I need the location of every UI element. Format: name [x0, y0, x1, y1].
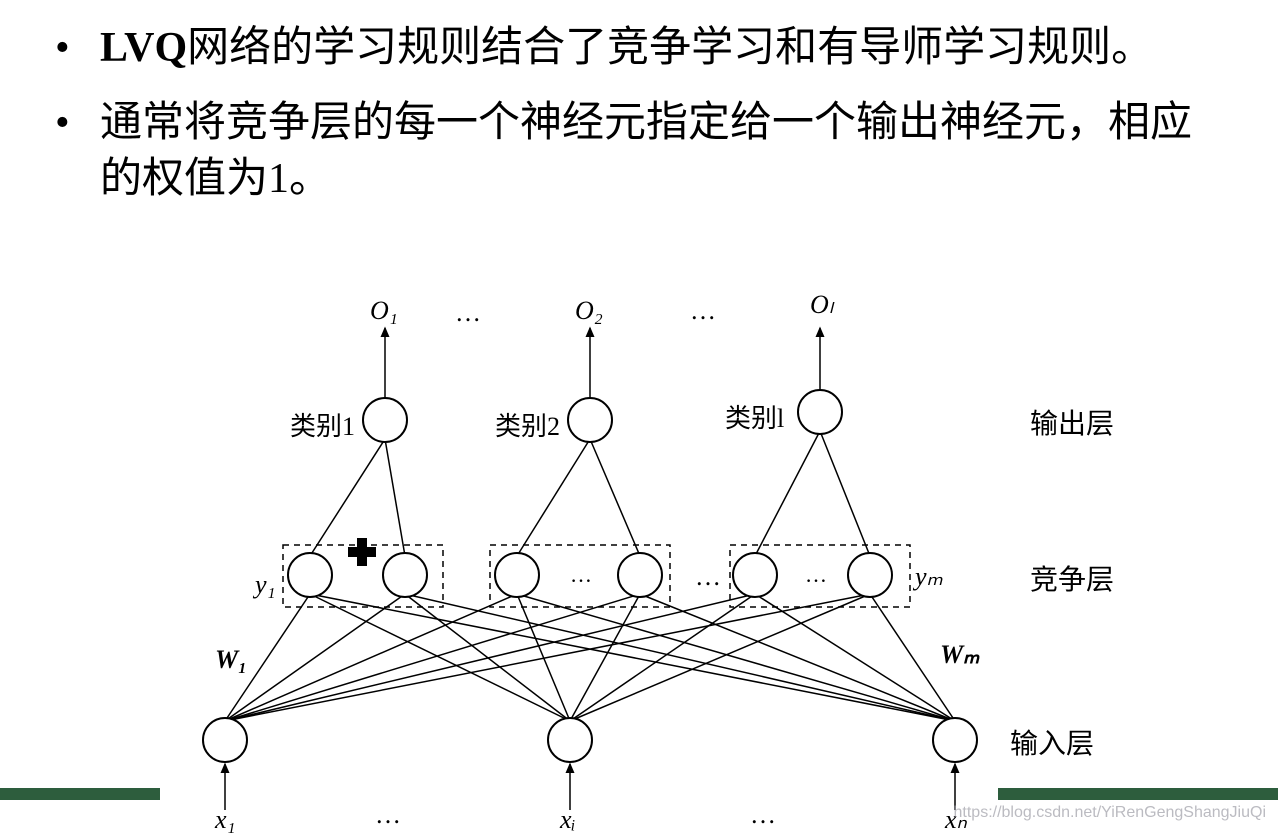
bullet-list: • LVQ网络的学习规则结合了竞争学习和有导师学习规则。 • 通常将竞争层的每一…	[0, 0, 1278, 208]
decor-bar-right	[998, 788, 1278, 800]
label-output-layer: 输出层	[1030, 402, 1114, 442]
label-input-layer: 输入层	[1010, 722, 1094, 762]
bullet-1-prefix: LVQ	[100, 25, 187, 71]
bullet-dot-icon: •	[50, 95, 100, 208]
label-class-1: 类别1	[290, 406, 355, 443]
label-x1: x₁	[215, 805, 236, 835]
label-compete-layer: 竞争层	[1030, 558, 1114, 598]
ellipsis-out-2: …	[690, 296, 716, 326]
cursor-crosshair-icon	[348, 538, 376, 566]
label-O2: O₂	[575, 296, 603, 326]
label-Wm: Wₘ	[940, 640, 979, 670]
label-ym: yₘ	[915, 562, 943, 592]
label-xi: xᵢ	[560, 805, 576, 835]
bullet-text-2: 通常将竞争层的每一个神经元指定给一个输出神经元，相应的权值为1。	[100, 95, 1228, 208]
svg-text:…: …	[805, 562, 827, 587]
ellipsis-in-1: …	[375, 800, 401, 830]
label-class-l: 类别l	[725, 398, 784, 435]
ellipsis-out-1: …	[455, 298, 481, 328]
label-O1: O₁	[370, 296, 398, 326]
ellipsis-compete-between: …	[695, 562, 721, 592]
watermark-text: https://blog.csdn.net/YiRenGengShangJiuQ…	[954, 804, 1267, 822]
decor-bar-left	[0, 788, 160, 800]
label-W1: W₁	[215, 645, 247, 675]
bullet-text-1: LVQ网络的学习规则结合了竞争学习和有导师学习规则。	[100, 20, 1228, 77]
bullet-dot-icon: •	[50, 20, 100, 77]
bullet-item-1: • LVQ网络的学习规则结合了竞争学习和有导师学习规则。	[50, 20, 1228, 77]
label-class-2: 类别2	[495, 406, 560, 443]
lvq-network-diagram: …… 输出层 竞争层 输入层 类别1 类别2 类别l O₁ O₂ Oₗ … … …	[0, 290, 1278, 830]
label-y1: y₁	[255, 570, 276, 600]
bullet-item-2: • 通常将竞争层的每一个神经元指定给一个输出神经元，相应的权值为1。	[50, 95, 1228, 208]
ellipsis-in-2: …	[750, 800, 776, 830]
label-Ol: Oₗ	[810, 290, 833, 320]
svg-text:…: …	[570, 562, 592, 587]
bullet-1-body: 网络的学习规则结合了竞争学习和有导师学习规则。	[187, 25, 1153, 71]
